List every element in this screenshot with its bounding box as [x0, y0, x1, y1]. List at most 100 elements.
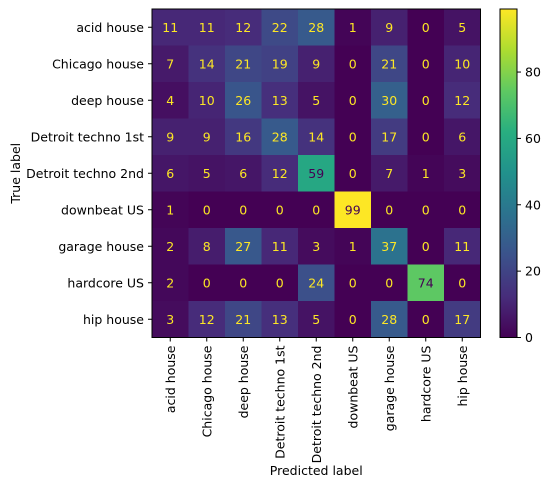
cell-value-label: 0 — [422, 239, 430, 254]
x-tick-label: hardcore US — [418, 345, 433, 422]
x-tick-label: deep house — [236, 345, 251, 418]
cell-value-label: 26 — [235, 93, 251, 108]
cell-value-label: 13 — [272, 93, 288, 108]
cell-value-label: 8 — [203, 239, 211, 254]
cell-value-label: 0 — [422, 202, 430, 217]
heatmap-cell — [152, 45, 189, 83]
heatmap-cell — [152, 155, 189, 192]
cell-value-label: 30 — [381, 93, 397, 108]
cell-value-label: 0 — [385, 202, 393, 217]
heatmap-cell — [298, 264, 335, 302]
cell-value-label: 0 — [239, 202, 247, 217]
cell-value-label: 2 — [166, 275, 174, 290]
cell-value-label: 28 — [308, 20, 324, 35]
cell-value-label: 59 — [308, 166, 324, 181]
x-tick-label: garage house — [382, 345, 397, 431]
colorbar-tick-label: 0 — [525, 330, 533, 345]
cell-value-label: 7 — [166, 56, 174, 71]
heatmap-cell — [298, 118, 335, 156]
cell-value-label: 0 — [458, 202, 466, 217]
heatmap-cell — [444, 9, 481, 46]
y-tick-label: downbeat US — [61, 202, 144, 217]
cell-value-label: 5 — [312, 312, 320, 327]
heatmap-cell — [225, 191, 262, 229]
cell-value-label: 9 — [203, 129, 211, 144]
cell-value-label: 21 — [235, 312, 251, 327]
cell-value-label: 0 — [422, 312, 430, 327]
heatmap-cell — [225, 228, 262, 265]
heatmap-cell — [371, 264, 408, 302]
cell-value-label: 1 — [349, 20, 357, 35]
cell-value-label: 6 — [239, 166, 247, 181]
cell-value-label: 0 — [349, 93, 357, 108]
heatmap-cell — [298, 45, 335, 83]
heatmap-cell — [225, 45, 262, 83]
cell-value-label: 5 — [312, 93, 320, 108]
y-tick-label: Detroit techno 2nd — [26, 166, 144, 181]
cell-value-label: 0 — [349, 166, 357, 181]
heatmap-cell — [188, 118, 226, 156]
heatmap-cell — [444, 155, 481, 192]
heatmap-cell — [261, 301, 299, 338]
cell-value-label: 0 — [349, 129, 357, 144]
cell-value-label: 11 — [454, 239, 470, 254]
y-tick-label: deep house — [71, 93, 144, 108]
heatmap-cell — [371, 301, 408, 338]
colorbar-tick-label: 20 — [525, 264, 541, 279]
cell-value-label: 0 — [422, 20, 430, 35]
x-tick-label: Chicago house — [199, 345, 214, 437]
heatmap-cell — [225, 264, 262, 302]
heatmap-cell — [225, 82, 262, 119]
heatmap-cell — [334, 82, 372, 119]
cell-value-label: 12 — [454, 93, 470, 108]
heatmap-cell — [152, 264, 189, 302]
cell-value-label: 99 — [345, 202, 361, 217]
heatmap-cell — [407, 155, 445, 192]
heatmap-cell — [261, 155, 299, 192]
cell-value-label: 37 — [381, 239, 397, 254]
heatmap-cell — [371, 45, 408, 83]
cell-value-label: 0 — [203, 275, 211, 290]
heatmap-cell — [334, 301, 372, 338]
cell-value-label: 0 — [458, 275, 466, 290]
y-axis-ticks: acid house Chicago house deep house Detroit… — [26, 20, 152, 327]
heatmap-cell — [334, 264, 372, 302]
cell-value-label: 1 — [349, 239, 357, 254]
heatmap-cell — [298, 9, 335, 46]
cell-value-label: 7 — [385, 166, 393, 181]
cell-value-label: 3 — [312, 239, 320, 254]
heatmap-cell — [261, 264, 299, 302]
heatmap-cell — [261, 82, 299, 119]
heatmap-cell — [407, 118, 445, 156]
heatmap-cell — [188, 191, 226, 229]
heatmap-cell — [444, 45, 481, 83]
heatmap-cell — [298, 301, 335, 338]
cell-value-label: 3 — [458, 166, 466, 181]
cell-value-label: 9 — [312, 56, 320, 71]
heatmap-cell — [188, 82, 226, 119]
heatmap-cell — [188, 9, 226, 46]
heatmap-cell-labels: 11 11 12 22 28 1 9 0 57 14 21 19 9 0 21 0 104 10 26 13 5 0 30 0… — [162, 20, 470, 327]
y-tick-label: Chicago house — [52, 56, 144, 71]
heatmap-cell — [334, 228, 372, 265]
cell-value-label: 11 — [272, 239, 288, 254]
cell-value-label: 1 — [166, 202, 174, 217]
heatmap-cell — [444, 191, 481, 229]
heatmap-cell — [334, 45, 372, 83]
heatmap-cell — [152, 82, 189, 119]
cell-value-label: 11 — [162, 20, 178, 35]
heatmap-cell — [371, 191, 408, 229]
heatmap-cell — [152, 228, 189, 265]
colorbar — [499, 8, 518, 338]
cell-value-label: 21 — [381, 56, 397, 71]
cell-value-label: 0 — [349, 56, 357, 71]
heatmap-cell — [188, 228, 226, 265]
cell-value-label: 5 — [203, 166, 211, 181]
y-tick-label: hardcore US — [67, 275, 144, 290]
heatmap-cell — [407, 45, 445, 83]
x-tick-label: Detroit techno 1st — [272, 345, 287, 458]
heatmap-cell — [444, 82, 481, 119]
heatmap-cell — [407, 191, 445, 229]
x-tick-label: Detroit techno 2nd — [309, 346, 324, 464]
heatmap-cell — [371, 228, 408, 265]
